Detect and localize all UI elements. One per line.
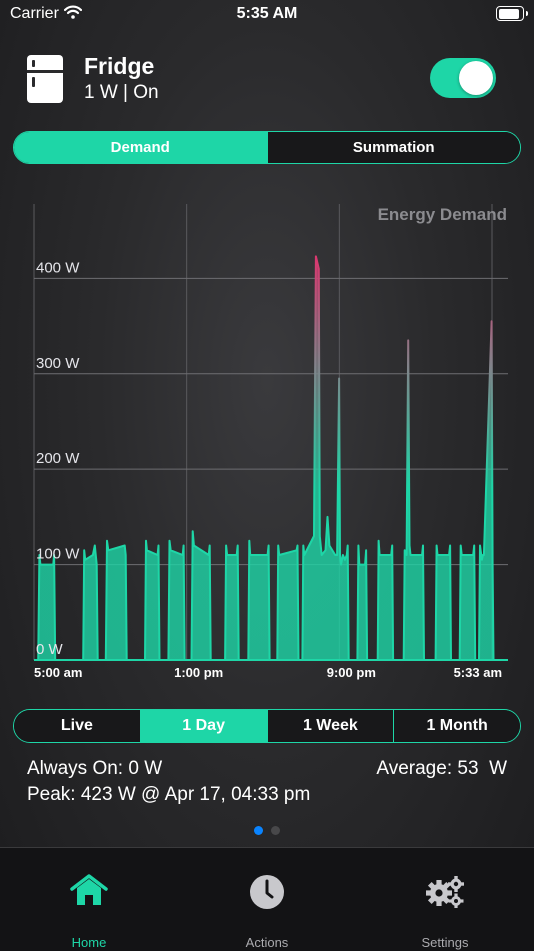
- tab-1-month[interactable]: 1 Month: [393, 710, 520, 742]
- tab-1-day[interactable]: 1 Day: [139, 710, 267, 742]
- x-tick-label: 5:33 am: [454, 665, 502, 680]
- tab-live[interactable]: Live: [14, 710, 140, 742]
- wifi-icon: [63, 5, 83, 24]
- tab-actions-label: Actions: [245, 935, 289, 950]
- chart-plot: 0 W 100 W 200 W 300 W 400 W 5:00 am 1:00 pm 9:0…: [33, 204, 508, 680]
- tab-demand[interactable]: Demand: [14, 132, 267, 163]
- fridge-icon: [27, 55, 63, 103]
- y-tick-label: 0 W: [36, 641, 64, 658]
- device-status: 1 W | On: [84, 82, 159, 103]
- y-tick-label: 200 W: [36, 450, 80, 467]
- toggle-knob: [459, 61, 493, 95]
- y-tick-label: 300 W: [36, 355, 80, 372]
- tab-summation[interactable]: Summation: [266, 132, 520, 163]
- tab-actions[interactable]: Actions: [178, 848, 356, 951]
- chart-title: Energy Demand: [377, 205, 507, 224]
- carrier-label: Carrier: [10, 5, 59, 22]
- stats-panel: Always On: 0 W Average: 53 W Peak: 423 W…: [0, 755, 534, 815]
- y-tick-label: 100 W: [36, 546, 80, 563]
- page-indicator[interactable]: [0, 826, 534, 835]
- always-on-stat: Always On: 0 W: [27, 758, 163, 779]
- tab-settings-label: Settings: [421, 935, 469, 950]
- mode-segmented-control: Demand Summation: [13, 131, 521, 164]
- status-time: 5:35 AM: [236, 5, 298, 22]
- average-stat: Average: 53 W: [376, 758, 507, 779]
- gears-icon: [425, 874, 465, 913]
- page-dot-2[interactable]: [271, 826, 280, 835]
- device-header: Fridge 1 W | On: [0, 50, 534, 110]
- power-toggle[interactable]: [430, 58, 496, 98]
- tab-settings[interactable]: Settings: [356, 848, 534, 951]
- energy-demand-chart: 0 W 100 W 200 W 300 W 400 W 5:00 am 1:00 pm 9:0…: [0, 190, 534, 690]
- x-tick-label: 5:00 am: [34, 665, 82, 680]
- range-segmented-control: Live 1 Day 1 Week 1 Month: [13, 709, 521, 743]
- tab-1-week[interactable]: 1 Week: [266, 710, 394, 742]
- tab-home-label: Home: [71, 935, 107, 950]
- tab-home[interactable]: Home: [0, 848, 178, 951]
- demand-area-series: [37, 255, 495, 661]
- status-bar: Carrier 5:35 AM: [0, 0, 534, 30]
- tab-bar: Home Actions: [0, 847, 534, 951]
- clock-icon: [249, 874, 285, 915]
- x-tick-label: 1:00 pm: [174, 665, 223, 680]
- page-dot-1[interactable]: [254, 826, 263, 835]
- peak-stat: Peak: 423 W @ Apr 17, 04:33 pm: [27, 784, 311, 805]
- device-name: Fridge: [84, 53, 155, 79]
- home-icon: [70, 874, 108, 911]
- x-tick-label: 9:00 pm: [327, 665, 376, 680]
- battery-icon: [496, 6, 528, 21]
- y-tick-label: 400 W: [36, 259, 80, 276]
